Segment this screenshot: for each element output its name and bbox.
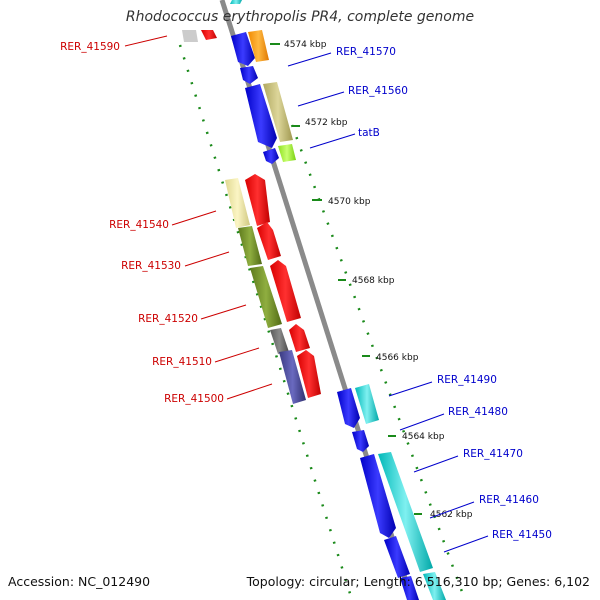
gene-arrow-blue: [337, 388, 360, 428]
leader-line: [297, 91, 345, 107]
gene-block-cyan: [378, 452, 433, 572]
gene-label[interactable]: RER_41570: [336, 46, 396, 58]
gene-block-yellow: [225, 178, 250, 228]
accession-text: Accession: NC_012490: [8, 574, 151, 589]
leader-line: [429, 501, 475, 519]
gene-label[interactable]: RER_41510: [152, 356, 212, 368]
kbp-label: 4572 kbp: [305, 118, 348, 128]
gene-block-cyan: [230, 0, 242, 4]
gene-block-gray: [182, 30, 198, 42]
gene-label[interactable]: RER_41460: [479, 494, 539, 506]
gene-block-olive: [238, 226, 262, 266]
kbp-label: 4570 kbp: [328, 197, 371, 207]
leader-line: [388, 381, 433, 397]
kbp-label: 4566 kbp: [376, 353, 419, 363]
gene-arrow-blue: [384, 536, 410, 578]
gene-arrow-blue: [240, 66, 258, 84]
gene-label[interactable]: tatB: [358, 127, 380, 139]
leader-line: [124, 35, 168, 47]
gene-arrow-red: [245, 174, 270, 226]
gene-arrow-red: [201, 30, 217, 40]
gene-block-tan: [263, 82, 293, 142]
gene-label[interactable]: RER_41540: [109, 219, 169, 231]
leader-line: [309, 133, 356, 149]
leader-line: [214, 347, 260, 363]
leader-line: [184, 251, 230, 267]
map-title: Rhodococcus erythropolis PR4, complete g…: [125, 9, 475, 25]
leader-line: [399, 413, 445, 431]
gene-block-lime: [278, 144, 296, 162]
gene-arrow-red: [297, 350, 321, 398]
gene-block-gray: [270, 328, 289, 354]
gene-label[interactable]: RER_41520: [138, 313, 198, 325]
gene-arrow-red: [289, 324, 310, 352]
kbp-label: 4568 kbp: [352, 276, 395, 286]
left-gene-labels: RER_41590 RER_41540 RER_41530 RER_41520 …: [60, 41, 224, 405]
right-leader-lines: [287, 52, 489, 553]
gene-arrow-red: [257, 222, 281, 260]
kbp-label: 4562 kbp: [430, 510, 473, 520]
gene-arrow-blue: [245, 84, 277, 148]
leader-line: [200, 304, 247, 320]
gene-arrow-blue: [352, 430, 369, 452]
gene-label[interactable]: RER_41470: [463, 448, 523, 460]
gene-block-navy: [279, 350, 306, 404]
leader-line: [443, 535, 489, 553]
gene-block-orange: [248, 30, 269, 62]
genome-summary-text: Topology: circular; Length: 6,516,310 bp…: [246, 574, 590, 589]
gene-label[interactable]: RER_41530: [121, 260, 181, 272]
gene-block-cyan: [355, 384, 379, 424]
reverse-strand-features: [182, 30, 321, 404]
gene-label[interactable]: RER_41450: [492, 529, 552, 541]
gene-arrow-blue: [400, 576, 419, 600]
leader-line: [287, 52, 332, 67]
gene-label[interactable]: RER_41590: [60, 41, 120, 53]
gene-block-olive: [250, 266, 282, 328]
kbp-label: 4564 kbp: [402, 432, 445, 442]
kbp-label: 4574 kbp: [284, 40, 327, 50]
gene-arrow-red: [270, 260, 301, 322]
right-gene-labels: RER_41570 RER_41560 tatB RER_41490 RER_4…: [336, 46, 552, 541]
gene-label[interactable]: RER_41490: [437, 374, 497, 386]
forward-strand-features: [230, 0, 446, 600]
gene-block-cyan: [423, 572, 446, 600]
gene-arrow-blue: [263, 148, 279, 164]
gene-label[interactable]: RER_41560: [348, 85, 408, 97]
gene-label[interactable]: RER_41500: [164, 393, 224, 405]
leader-line: [413, 455, 459, 473]
gene-arrow-blue: [231, 32, 255, 66]
gene-label[interactable]: RER_41480: [448, 406, 508, 418]
kbp-scale: 4574 kbp 4572 kbp 4570 kbp 4568 kbp 4566…: [270, 40, 473, 520]
leader-line: [226, 383, 273, 400]
left-leader-lines: [124, 35, 273, 400]
gene-arrow-blue: [360, 454, 396, 538]
leader-line: [171, 210, 217, 226]
